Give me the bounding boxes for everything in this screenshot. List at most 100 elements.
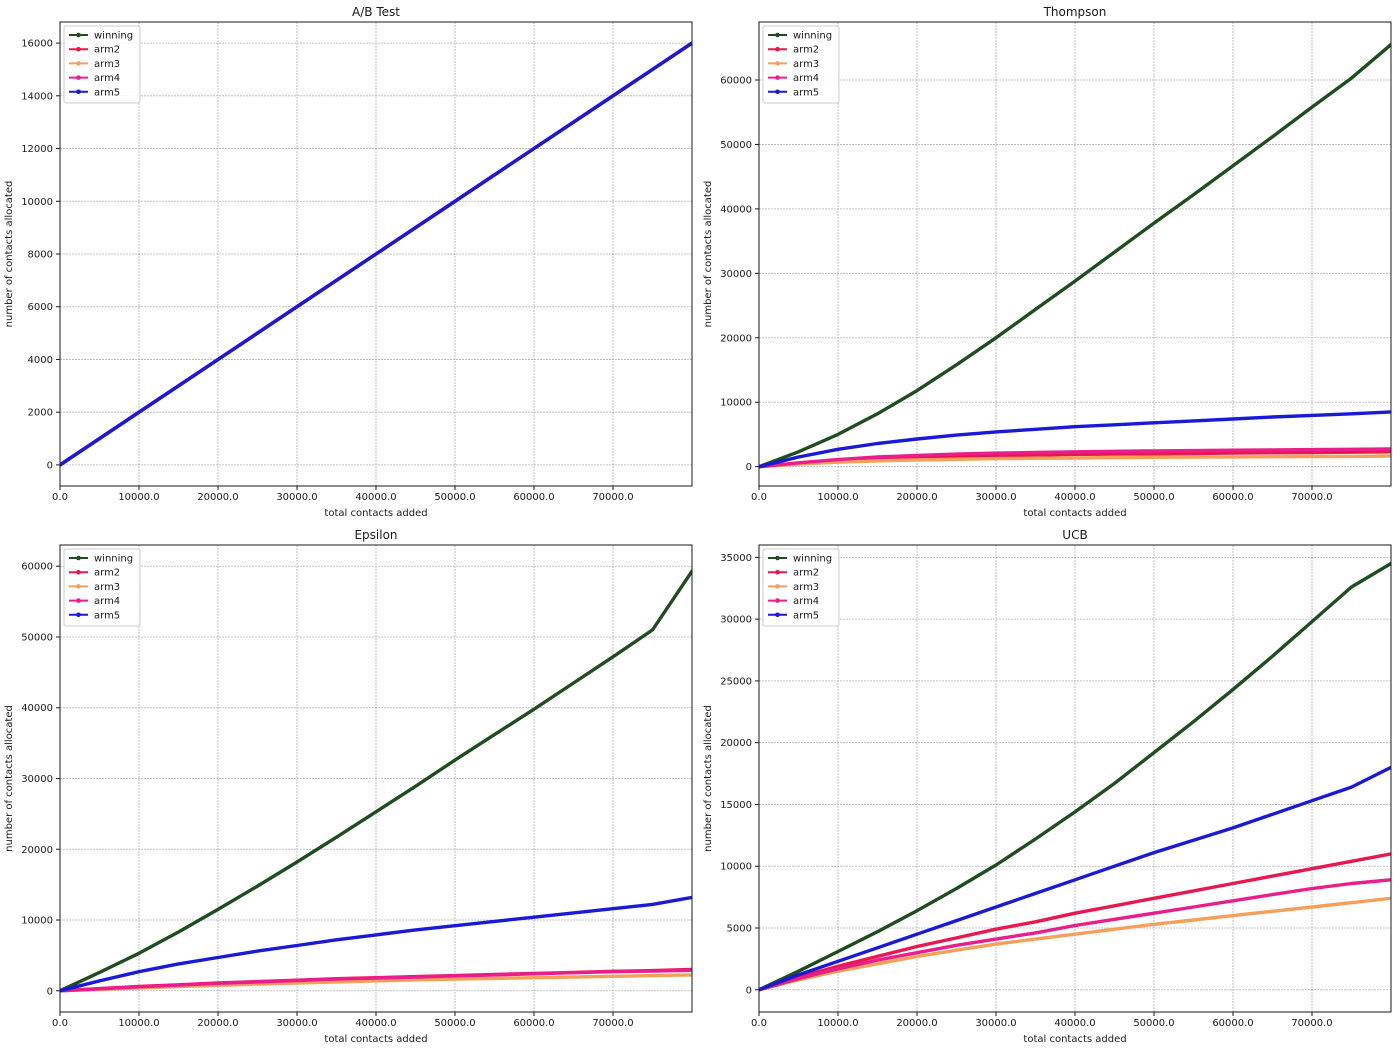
x-tick-label: 70000.0 [592,492,633,503]
legend-label: arm3 [793,582,819,593]
legend-item-arm4: arm4 [768,596,819,607]
legend-item-arm2: arm2 [69,45,120,56]
legend-item-arm3: arm3 [69,59,120,70]
y-tick-label: 30000 [21,774,53,785]
legend-box [762,548,840,627]
series-group [60,41,692,467]
x-tick-label: 40000.0 [355,1018,396,1029]
y-tick-label: 12000 [21,144,53,155]
subplot-2: 0.0 10000.0 20000.0 30000.0 40000.0 50000.0 60… [703,5,1392,519]
subplot-4: 0.0 10000.0 20000.0 30000.0 40000.0 50000.0 60… [703,528,1392,1045]
series-line-arm3 [759,454,1391,469]
series-line-winning [759,561,1391,992]
legend-marker [76,555,81,561]
x-tick-label: 30000.0 [276,1018,317,1029]
legend-item-arm5: arm5 [768,87,819,98]
y-tick-label: 20000 [21,845,53,856]
legend-label: arm4 [793,73,819,84]
y-tick-label: 20000 [720,333,752,344]
series-line-arm3 [759,896,1391,992]
x-axis-label: total contacts added [1023,1034,1126,1045]
legend-box [63,25,141,104]
grid [59,545,692,1012]
y-tick-label: 50000 [720,140,752,151]
legend-marker [775,89,780,95]
series-group [60,569,692,993]
legend-item-arm5: arm5 [768,610,819,621]
y-tick-label: 16000 [21,39,53,50]
legend-item-winning: winning [768,554,832,565]
legend-label: winning [94,554,133,565]
y-tick-label: 14000 [21,91,53,102]
y-axis-label: number of contacts allocated [4,705,15,852]
legend-item-winning: winning [69,554,133,565]
x-tick-label: 60000.0 [513,1018,554,1029]
legend-marker [775,584,780,589]
series-group [759,561,1391,992]
legend-marker [775,61,780,66]
x-tick-label: 10000.0 [817,1018,858,1029]
x-tick-label: 30000.0 [276,492,317,503]
x-tick-label: 70000.0 [592,1018,633,1029]
x-tick-label: 20000.0 [896,1018,937,1029]
y-tick-label: 4000 [28,355,53,366]
legend-label: arm3 [793,59,819,70]
y-tick-label: 10000 [21,197,53,208]
legend-marker [76,569,81,575]
x-tick-label: 10000.0 [118,492,159,503]
y-tick-label: 10000 [720,862,752,873]
grid [758,545,1391,1012]
y-tick-label: 8000 [28,250,53,261]
y-tick-label: 60000 [21,562,53,573]
legend-item-winning: winning [69,31,133,42]
y-axis-label: number of contacts allocated [703,181,714,328]
legend-box [762,25,840,104]
legend-label: arm5 [94,610,120,621]
legend: winning arm2 arm3 arm4 arm5 [63,548,141,627]
legend-label: arm5 [793,87,819,98]
y-tick-label: 0 [47,986,53,997]
legend-marker [775,555,780,561]
x-tick-label: 10000.0 [817,492,858,503]
legend-label: arm2 [793,568,819,579]
y-tick-label: 0 [746,985,752,996]
x-axis-label: total contacts added [324,508,427,519]
chart-title: A/B Test [352,5,400,19]
x-tick-label: 10000.0 [118,1018,159,1029]
legend-item-winning: winning [768,31,832,42]
series-line-winning [60,569,692,993]
series-line-arm5 [60,895,692,993]
x-axis-label: total contacts added [1023,508,1126,519]
y-tick-label: 35000 [720,553,752,564]
x-tick-label: 50000.0 [434,492,475,503]
series-line-arm5 [759,410,1391,469]
y-tick-label: 30000 [720,615,752,626]
legend-marker [76,46,81,52]
y-axis-label: number of contacts allocated [703,705,714,852]
legend-label: arm4 [94,596,120,607]
y-tick-label: 25000 [720,676,752,687]
x-tick-label: 0.0 [52,1018,68,1029]
legend-label: winning [94,31,133,42]
x-tick-label: 40000.0 [1054,1018,1095,1029]
y-tick-label: 0 [47,460,53,471]
legend-label: arm3 [94,582,120,593]
legend-marker [775,598,780,603]
x-tick-label: 40000.0 [355,492,396,503]
y-tick-label: 30000 [720,269,752,280]
y-tick-label: 40000 [21,703,53,714]
x-tick-label: 20000.0 [197,492,238,503]
legend-label: arm5 [793,610,819,621]
legend: winning arm2 arm3 arm4 arm5 [762,548,840,627]
x-tick-label: 50000.0 [1133,1018,1174,1029]
y-axis-label: number of contacts allocated [4,181,15,328]
legend-item-arm2: arm2 [768,568,819,579]
y-tick-label: 0 [746,462,752,473]
chart-title: UCB [1062,528,1087,542]
x-tick-label: 0.0 [751,1018,767,1029]
legend-marker [775,612,780,618]
legend: winning arm2 arm3 arm4 arm5 [762,25,840,104]
y-tick-label: 10000 [21,916,53,927]
legend-label: arm2 [94,568,120,579]
